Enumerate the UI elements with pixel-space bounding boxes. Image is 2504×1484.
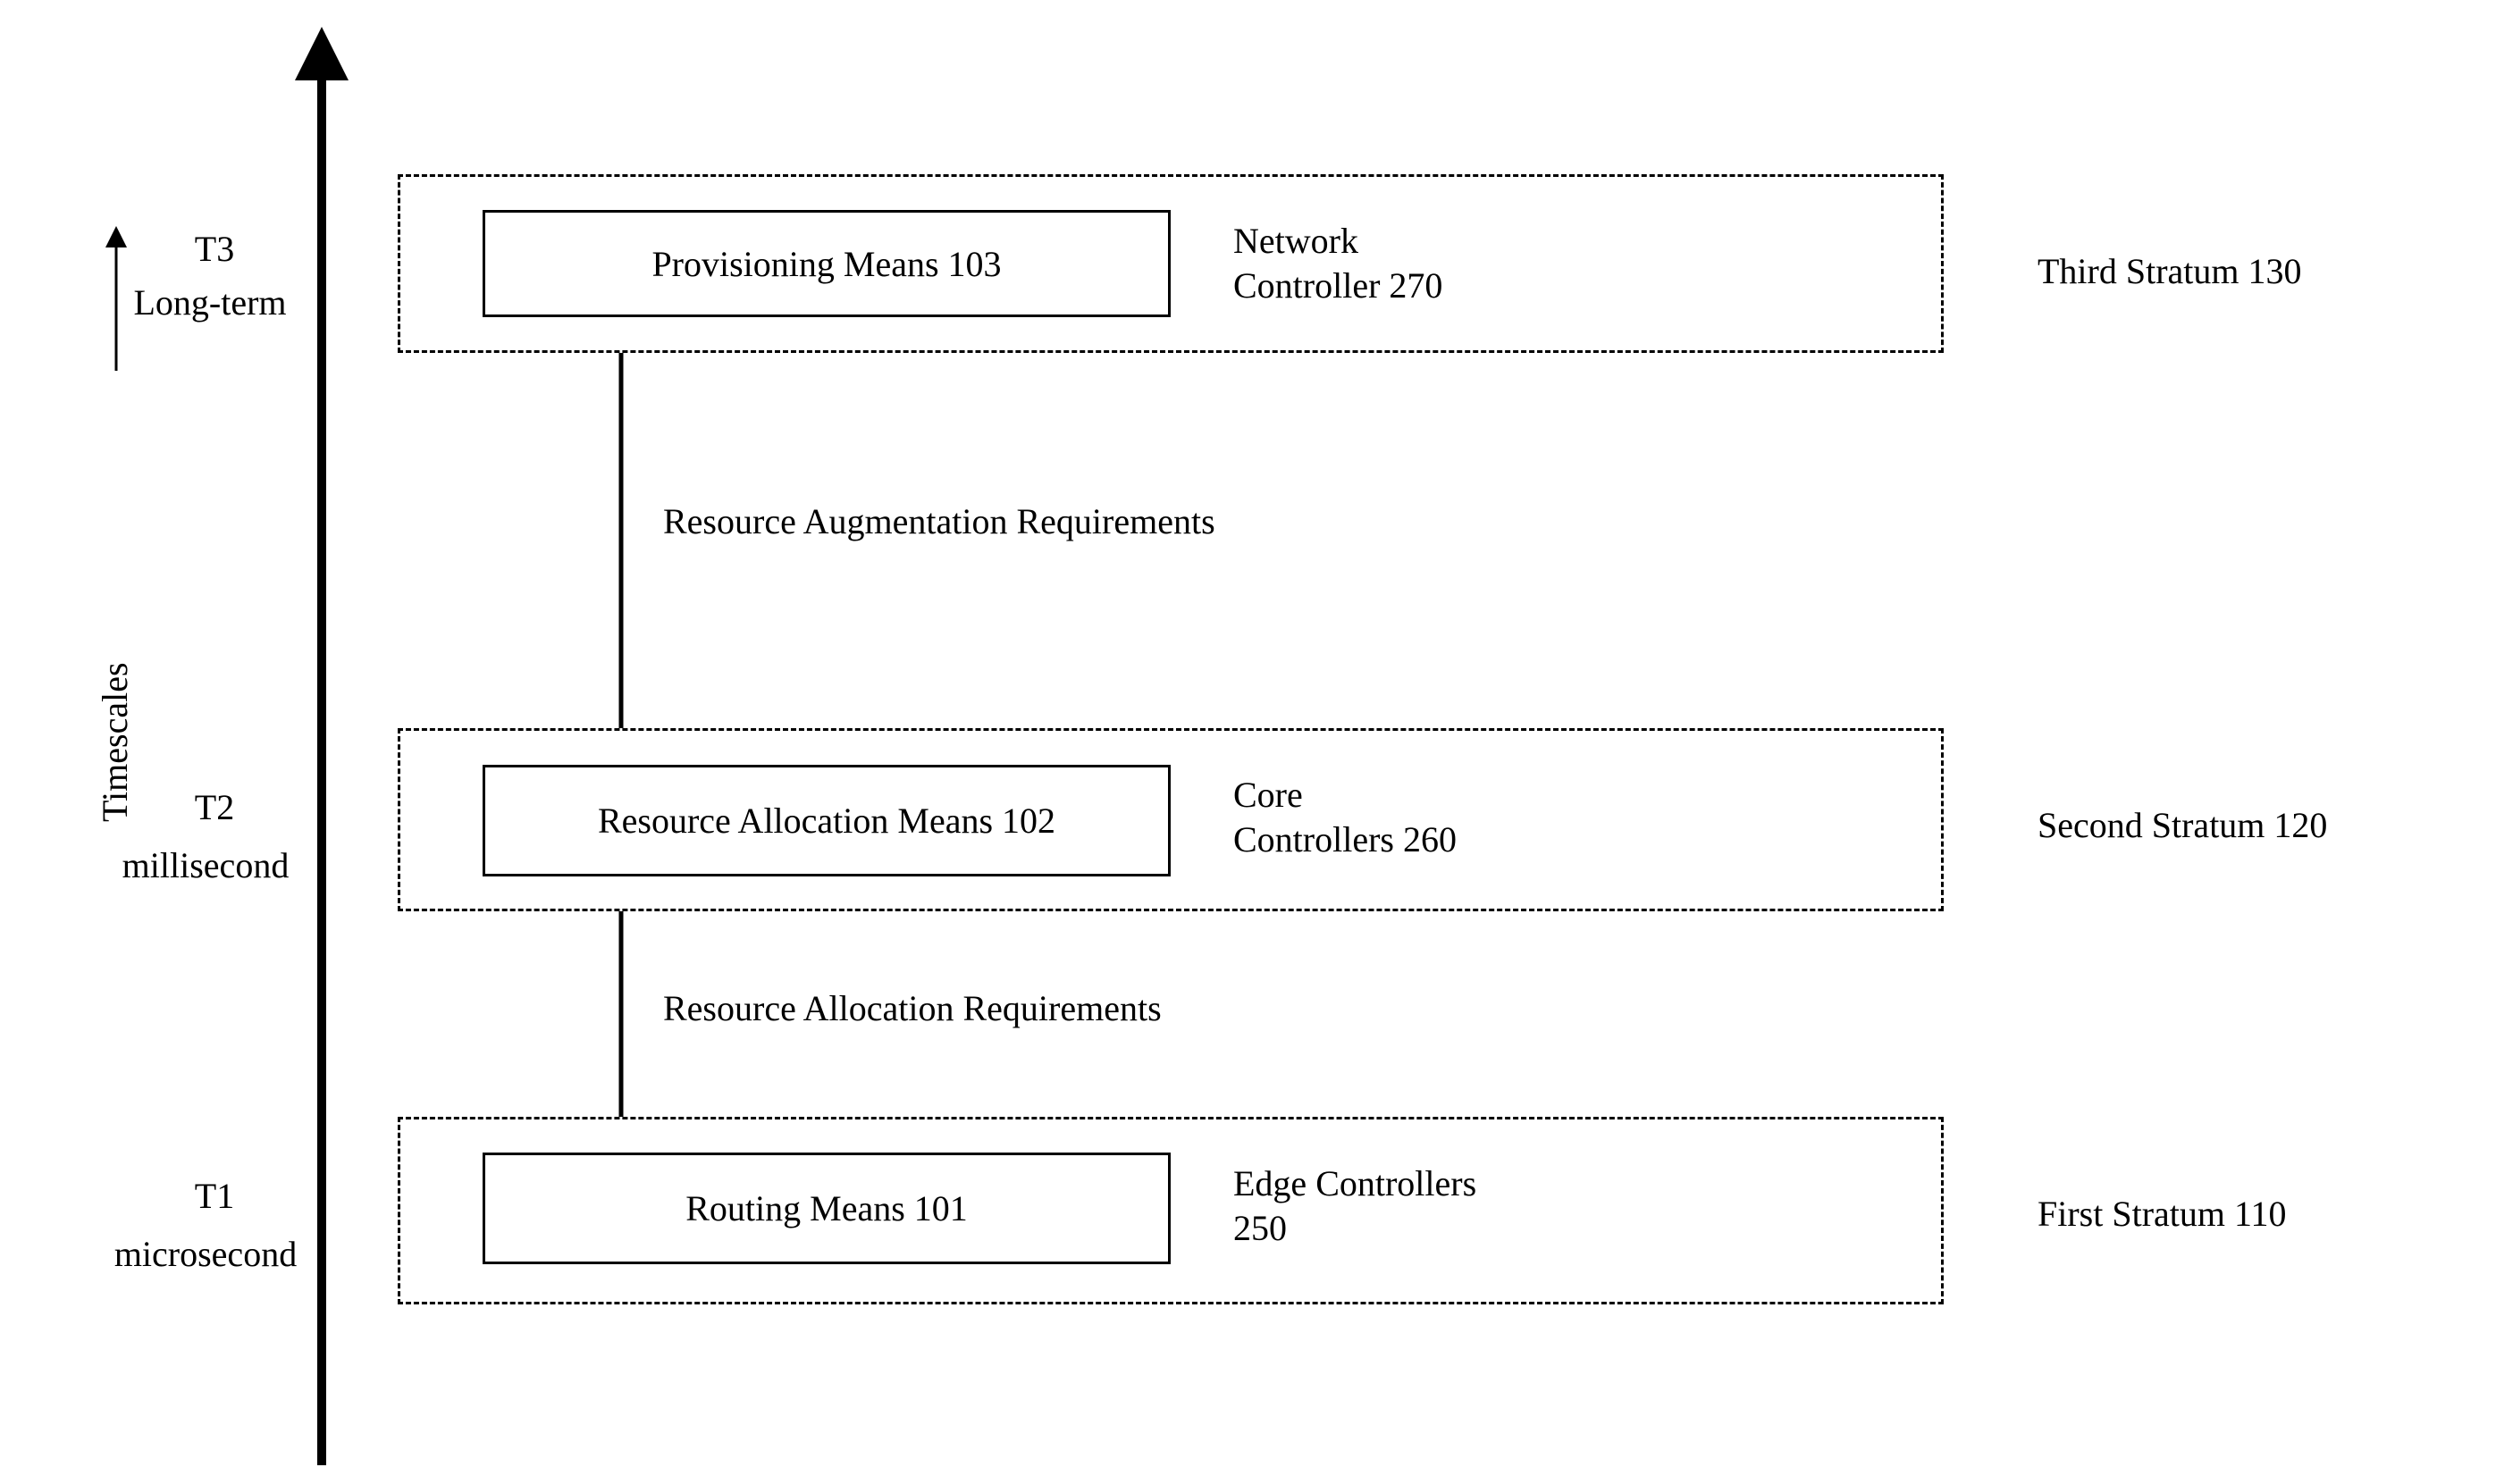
routing-means-label: Routing Means 101: [685, 1187, 968, 1229]
timescale-t1-desc: microsecond: [80, 1233, 331, 1275]
timescale-t2-desc: millisecond: [89, 844, 322, 886]
resource-allocation-means-box: Resource Allocation Means 102: [483, 765, 1171, 876]
timescale-t1-name: T1: [152, 1175, 277, 1217]
second-stratum-label: Second Stratum 120: [2038, 804, 2327, 846]
timescale-t2-name: T2: [152, 786, 277, 828]
resource-augmentation-label: Resource Augmentation Requirements: [663, 500, 1215, 542]
provisioning-means-box: Provisioning Means 103: [483, 210, 1171, 317]
core-controllers-label: Core Controllers 260: [1233, 773, 1457, 862]
third-stratum-label: Third Stratum 130: [2038, 250, 2302, 292]
timescale-t3-name: T3: [152, 228, 277, 270]
axis-label-timescales: Timescales: [94, 662, 136, 822]
timescale-t3-desc: Long-term: [103, 281, 317, 323]
routing-means-box: Routing Means 101: [483, 1153, 1171, 1264]
network-controller-label: Network Controller 270: [1233, 219, 1442, 308]
first-stratum-label: First Stratum 110: [2038, 1193, 2287, 1235]
edge-controllers-label: Edge Controllers 250: [1233, 1161, 1476, 1251]
resource-allocation-req-label: Resource Allocation Requirements: [663, 987, 1162, 1029]
resource-allocation-means-label: Resource Allocation Means 102: [598, 800, 1055, 842]
provisioning-means-label: Provisioning Means 103: [651, 243, 1001, 285]
